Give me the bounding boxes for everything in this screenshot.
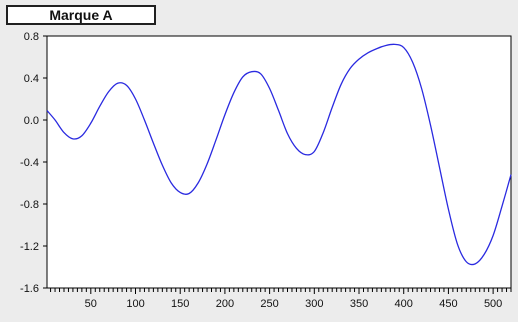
x-tick-label: 50 — [85, 298, 97, 310]
y-axis: 0.8 0.4 0.0 -0.4 -0.8 -1.2 -1.6 — [20, 31, 47, 295]
y-tick-label: -1.6 — [20, 283, 39, 295]
x-tick-label: 500 — [484, 298, 502, 310]
x-tick-label: 250 — [260, 298, 278, 310]
y-tick-label: -0.4 — [20, 157, 39, 169]
y-tick-label: 0.8 — [24, 31, 39, 43]
y-tick-label: 0.4 — [24, 73, 39, 85]
y-tick-label: -0.8 — [20, 199, 39, 211]
y-tick-label: 0.0 — [24, 115, 39, 127]
x-tick-label: 350 — [350, 298, 368, 310]
x-axis: 50 100 150 200 250 300 350 400 450 500 — [50, 288, 512, 310]
x-tick-label: 150 — [171, 298, 189, 310]
series-layer — [46, 43, 512, 266]
chart-title: Marque A — [6, 5, 156, 25]
plot-area — [46, 35, 512, 289]
y-tick-label: -1.2 — [20, 241, 39, 253]
x-tick-label: 200 — [216, 298, 234, 310]
x-tick-label: 450 — [439, 298, 457, 310]
x-tick-label: 400 — [395, 298, 413, 310]
x-tick-label: 100 — [126, 298, 144, 310]
series-line — [46, 43, 512, 266]
x-tick-label: 300 — [305, 298, 323, 310]
